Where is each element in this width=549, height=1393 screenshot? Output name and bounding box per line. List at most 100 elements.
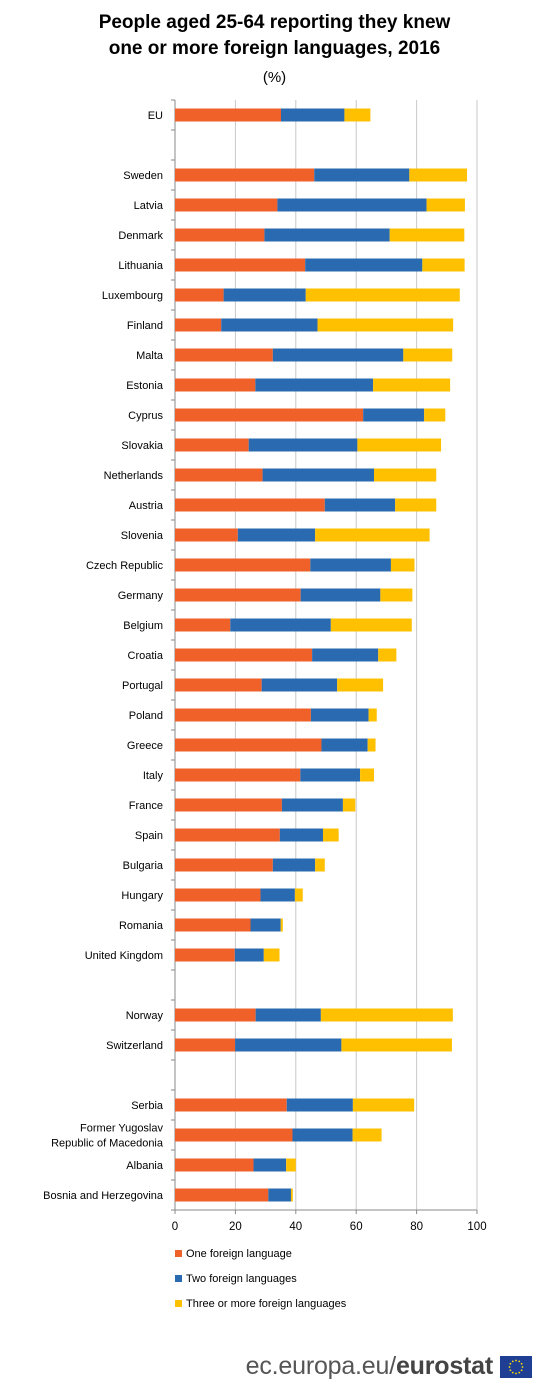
bar-1-croatia bbox=[175, 648, 313, 662]
bar-1-hungary bbox=[175, 888, 261, 902]
bar-1-romania bbox=[175, 918, 251, 932]
bar-3-eu bbox=[344, 108, 371, 122]
category-label-line: United Kingdom bbox=[85, 950, 163, 962]
category-label: Switzerland bbox=[106, 1040, 163, 1052]
flag-star bbox=[509, 1362, 512, 1365]
bar-2-croatia bbox=[312, 648, 379, 662]
bar-1-slovakia bbox=[175, 438, 249, 452]
legend-swatch-1 bbox=[175, 1250, 182, 1257]
bar-2-spain bbox=[279, 828, 323, 842]
category-label: Serbia bbox=[131, 1100, 164, 1112]
category-label-line: Cyprus bbox=[128, 410, 163, 422]
bar-2-estonia bbox=[255, 378, 374, 392]
bar-1-finland bbox=[175, 318, 222, 332]
flag-star bbox=[511, 1371, 514, 1374]
bar-3-norway bbox=[320, 1008, 453, 1022]
chart-unit: (%) bbox=[262, 69, 287, 86]
bar-1-slovenia bbox=[175, 528, 238, 542]
category-label-line: Poland bbox=[129, 710, 163, 722]
bar-3-greece bbox=[367, 738, 376, 752]
bar-2-eu bbox=[281, 108, 345, 122]
flag-star bbox=[520, 1369, 523, 1372]
category-label: Slovenia bbox=[121, 530, 164, 542]
category-label-line: Spain bbox=[135, 830, 163, 842]
bar-1-bulgaria bbox=[175, 858, 273, 872]
footer-text[interactable]: ec.europa.eu/eurostat bbox=[245, 1352, 494, 1381]
bar-3-malta bbox=[403, 348, 453, 362]
category-label: Latvia bbox=[134, 200, 164, 212]
category-label-line: Denmark bbox=[118, 230, 163, 242]
bar-2-hungary bbox=[260, 888, 295, 902]
bar-1-serbia bbox=[175, 1098, 287, 1112]
flag-star bbox=[508, 1366, 511, 1368]
category-label-line: Bosnia and Herzegovina bbox=[43, 1190, 164, 1202]
category-label: Bosnia and Herzegovina bbox=[43, 1190, 164, 1202]
bar-2-portugal bbox=[261, 678, 338, 692]
bar-3-netherlands bbox=[374, 468, 437, 482]
category-label: Slovakia bbox=[121, 440, 163, 452]
category-label-line: Belgium bbox=[123, 620, 163, 632]
flag-star bbox=[521, 1366, 524, 1368]
bar-2-cyprus bbox=[363, 408, 425, 422]
bar-1-greece bbox=[175, 738, 322, 752]
category-label: Lithuania bbox=[118, 260, 164, 272]
flag-star bbox=[515, 1359, 517, 1362]
category-label-line: Albania bbox=[126, 1160, 164, 1172]
flag-star bbox=[520, 1362, 523, 1365]
bar-2-germany bbox=[300, 588, 381, 602]
footer-site: ec.europa.eu/ bbox=[245, 1352, 396, 1380]
category-label: Greece bbox=[127, 740, 163, 752]
x-tick-label-60: 60 bbox=[350, 1221, 363, 1233]
bar-2-luxembourg bbox=[223, 288, 306, 302]
category-label-line: Austria bbox=[129, 500, 164, 512]
bar-2-poland bbox=[310, 708, 369, 722]
flag-star bbox=[518, 1360, 521, 1363]
bar-2-norway bbox=[255, 1008, 321, 1022]
bar-2-serbia bbox=[286, 1098, 353, 1112]
bar-1-portugal bbox=[175, 678, 262, 692]
bar-1-belgium bbox=[175, 618, 231, 632]
bar-2-sweden bbox=[314, 168, 410, 182]
category-label: Romania bbox=[119, 920, 164, 932]
bar-2-finland bbox=[221, 318, 318, 332]
flag-star bbox=[518, 1371, 521, 1374]
category-label-line: Greece bbox=[127, 740, 163, 752]
bar-3-finland bbox=[317, 318, 454, 332]
category-label: Estonia bbox=[126, 380, 164, 392]
category-label-line: France bbox=[129, 800, 163, 812]
x-tick-label-80: 80 bbox=[410, 1221, 423, 1233]
bar-1-italy bbox=[175, 768, 301, 782]
bar-1-latvia bbox=[175, 198, 278, 212]
legend-swatch-3 bbox=[175, 1300, 182, 1307]
category-label: Bulgaria bbox=[123, 860, 164, 872]
category-label: Sweden bbox=[123, 170, 163, 182]
category-label: France bbox=[129, 800, 163, 812]
bar-1-united-kingdom bbox=[175, 948, 235, 962]
bar-1-denmark bbox=[175, 228, 265, 242]
category-label: Belgium bbox=[123, 620, 163, 632]
bar-2-albania bbox=[253, 1158, 287, 1172]
bar-3-bosnia-and-herzegovina bbox=[290, 1188, 293, 1202]
category-label: United Kingdom bbox=[85, 950, 163, 962]
category-label: Hungary bbox=[121, 890, 163, 902]
bar-3-germany bbox=[380, 588, 413, 602]
bar-2-latvia bbox=[277, 198, 427, 212]
category-label-line: Switzerland bbox=[106, 1040, 163, 1052]
bar-3-cyprus bbox=[424, 408, 446, 422]
bar-1-luxembourg bbox=[175, 288, 224, 302]
bar-3-czech-republic bbox=[390, 558, 415, 572]
bar-2-united-kingdom bbox=[234, 948, 264, 962]
bar-2-austria bbox=[324, 498, 396, 512]
bar-3-slovenia bbox=[315, 528, 430, 542]
category-label: Italy bbox=[143, 770, 164, 782]
category-label: Malta bbox=[136, 350, 164, 362]
category-label: Portugal bbox=[122, 680, 163, 692]
category-label: Denmark bbox=[118, 230, 163, 242]
bar-3-united-kingdom bbox=[263, 948, 280, 962]
category-label-line: Portugal bbox=[122, 680, 163, 692]
bar-2-bulgaria bbox=[272, 858, 316, 872]
category-label-line: Sweden bbox=[123, 170, 163, 182]
category-label: Spain bbox=[135, 830, 163, 842]
category-label-line: Lithuania bbox=[118, 260, 164, 272]
x-tick-label-0: 0 bbox=[172, 1221, 178, 1233]
